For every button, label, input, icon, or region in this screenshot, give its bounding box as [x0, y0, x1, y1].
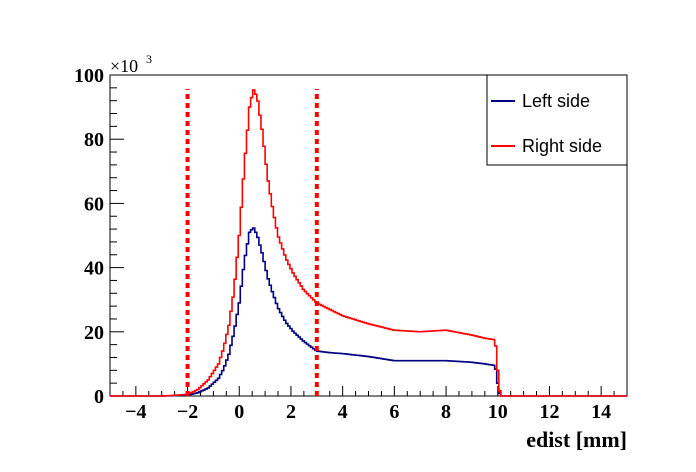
y-tick-label: 40 — [84, 258, 104, 280]
x-tick-label: 2 — [286, 401, 296, 423]
x-tick-label: 12 — [539, 401, 559, 423]
x-tick-label: 14 — [591, 401, 611, 423]
x-tick-label: 8 — [441, 401, 451, 423]
y-tick-label: 100 — [74, 65, 104, 87]
y-tick-label: 80 — [84, 129, 104, 151]
x-tick-label: 0 — [234, 401, 244, 423]
series-layer — [110, 89, 627, 397]
x-tick-label: −4 — [125, 401, 146, 423]
legend: Left side Right side — [486, 74, 628, 166]
x-tick-label: 4 — [338, 401, 348, 423]
y-tick-label: 0 — [94, 386, 104, 408]
legend-box — [486, 74, 628, 166]
y-axis-multiplier: ×10 3 — [110, 52, 152, 76]
x-tick-label: 10 — [488, 401, 508, 423]
y-multiplier-label: ×10 — [110, 56, 138, 76]
y-axis: 0 20 40 60 80 100 — [74, 65, 124, 408]
legend-label: Right side — [522, 136, 602, 156]
x-tick-label: −2 — [177, 401, 198, 423]
x-axis: −4 −2 0 2 4 6 8 10 12 14 — [109, 386, 628, 423]
legend-label: Left side — [522, 91, 590, 111]
x-axis-title: edist [mm] — [526, 427, 627, 452]
series-line-right-side — [110, 89, 627, 397]
x-tick-label: 6 — [389, 401, 399, 423]
series-line-left-side — [110, 227, 627, 397]
y-tick-label: 60 — [84, 193, 104, 215]
cut-lines — [185, 89, 319, 396]
y-multiplier-exponent: 3 — [146, 52, 152, 66]
y-tick-label: 20 — [84, 322, 104, 344]
